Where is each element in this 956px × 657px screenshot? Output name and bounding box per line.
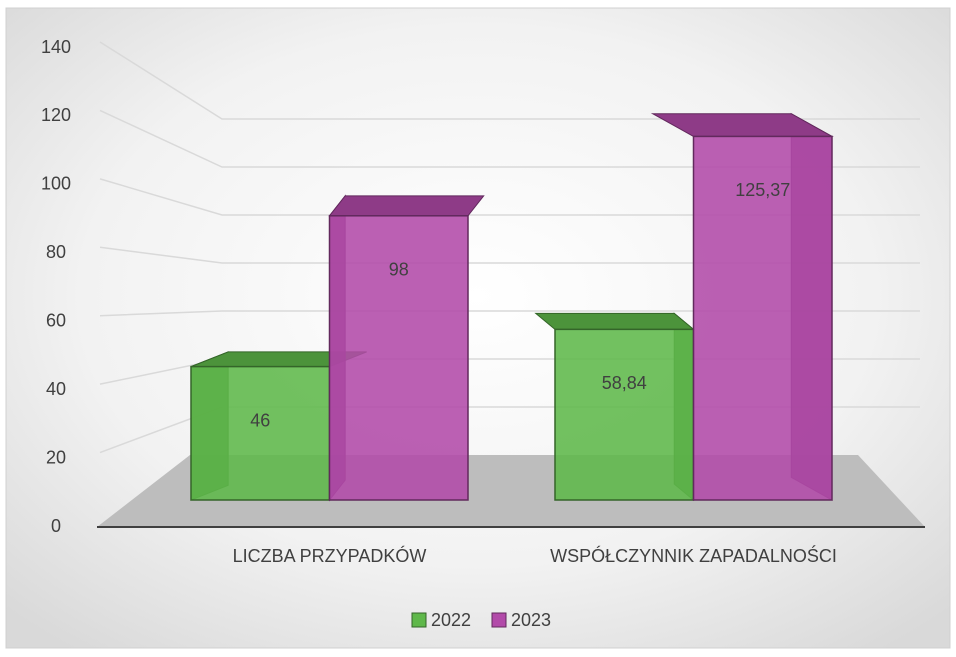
y-tick-label: 140 xyxy=(41,37,71,57)
legend-label: 2022 xyxy=(431,610,471,630)
grid-line xyxy=(99,178,920,216)
data-label: 46 xyxy=(250,410,270,430)
x-tick-label: LICZBA PRZYPADKÓW xyxy=(233,545,427,566)
data-label: 125,37 xyxy=(735,180,790,200)
grid-line xyxy=(99,109,920,168)
bar-top xyxy=(328,195,485,217)
legend-swatch xyxy=(411,612,427,628)
bar xyxy=(190,365,331,501)
legend-swatch xyxy=(491,612,507,628)
y-tick-label: 20 xyxy=(46,447,66,467)
data-label: 58,84 xyxy=(602,373,647,393)
y-tick-label: 60 xyxy=(46,310,66,330)
x-tick-label: WSPÓŁCZYNNIK ZAPADALNOŚCI xyxy=(550,545,837,566)
y-tick-label: 80 xyxy=(46,242,66,262)
legend-label: 2023 xyxy=(511,610,551,630)
y-tick-label: 120 xyxy=(41,105,71,125)
bar xyxy=(554,328,695,501)
bar-top xyxy=(534,312,695,330)
y-tick-label: 0 xyxy=(51,516,61,536)
grid-line xyxy=(99,310,920,317)
data-label: 98 xyxy=(389,260,409,280)
bar xyxy=(328,215,469,501)
grid-line xyxy=(99,246,920,264)
y-tick-label: 100 xyxy=(41,174,71,194)
bar xyxy=(692,135,833,501)
y-tick-label: 40 xyxy=(46,379,66,399)
